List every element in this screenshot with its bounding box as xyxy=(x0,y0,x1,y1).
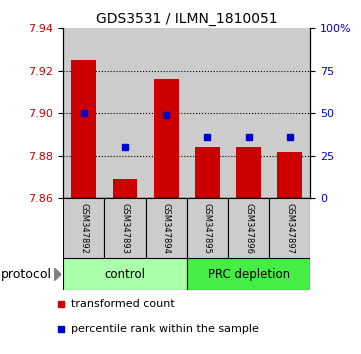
Bar xyxy=(63,28,104,198)
Bar xyxy=(154,79,179,198)
Bar xyxy=(145,198,187,258)
Bar xyxy=(104,28,145,198)
Bar xyxy=(236,147,261,198)
Bar xyxy=(187,258,310,290)
Bar xyxy=(228,28,269,198)
Bar xyxy=(187,198,228,258)
Text: control: control xyxy=(104,268,145,281)
Bar xyxy=(269,198,310,258)
Text: GSM347892: GSM347892 xyxy=(79,203,88,254)
Text: GSM347897: GSM347897 xyxy=(285,203,294,254)
Text: protocol: protocol xyxy=(1,268,52,281)
Polygon shape xyxy=(54,268,61,281)
Bar xyxy=(113,179,137,198)
Text: GSM347896: GSM347896 xyxy=(244,203,253,254)
Bar xyxy=(269,28,310,198)
Bar xyxy=(104,198,145,258)
Bar xyxy=(63,198,104,258)
Text: GSM347895: GSM347895 xyxy=(203,203,212,254)
Bar xyxy=(195,147,220,198)
Text: GSM347893: GSM347893 xyxy=(121,203,130,254)
Text: GSM347894: GSM347894 xyxy=(162,203,171,254)
Bar xyxy=(63,258,187,290)
Bar xyxy=(228,198,269,258)
Text: PRC depletion: PRC depletion xyxy=(208,268,290,281)
Text: transformed count: transformed count xyxy=(71,299,175,309)
Bar xyxy=(278,152,302,198)
Title: GDS3531 / ILMN_1810051: GDS3531 / ILMN_1810051 xyxy=(96,12,278,26)
Bar xyxy=(71,60,96,198)
Text: percentile rank within the sample: percentile rank within the sample xyxy=(71,324,259,334)
Bar xyxy=(187,28,228,198)
Bar xyxy=(145,28,187,198)
